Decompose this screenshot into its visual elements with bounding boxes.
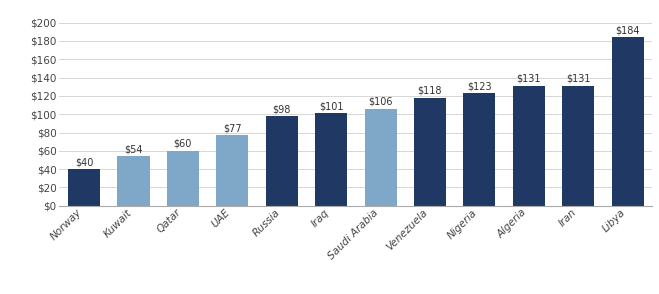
Text: $98: $98 (273, 104, 291, 114)
Bar (364, 109, 397, 206)
Text: $106: $106 (368, 97, 393, 107)
Text: $118: $118 (418, 86, 442, 96)
Bar (216, 135, 248, 206)
Bar (513, 86, 545, 206)
Text: $60: $60 (174, 139, 192, 149)
Bar (463, 93, 496, 206)
Text: $131: $131 (517, 74, 541, 84)
Bar (315, 113, 347, 206)
Bar (167, 151, 199, 206)
Text: $77: $77 (223, 123, 242, 133)
Bar (68, 169, 100, 206)
Bar (266, 116, 298, 206)
Text: $184: $184 (616, 25, 640, 35)
Text: $54: $54 (124, 144, 143, 154)
Bar (612, 37, 644, 206)
Bar (414, 98, 446, 206)
Text: $123: $123 (467, 81, 492, 91)
Text: $40: $40 (75, 157, 93, 167)
Text: $131: $131 (566, 74, 590, 84)
Bar (117, 156, 150, 206)
Bar (562, 86, 594, 206)
Text: $101: $101 (319, 101, 343, 111)
